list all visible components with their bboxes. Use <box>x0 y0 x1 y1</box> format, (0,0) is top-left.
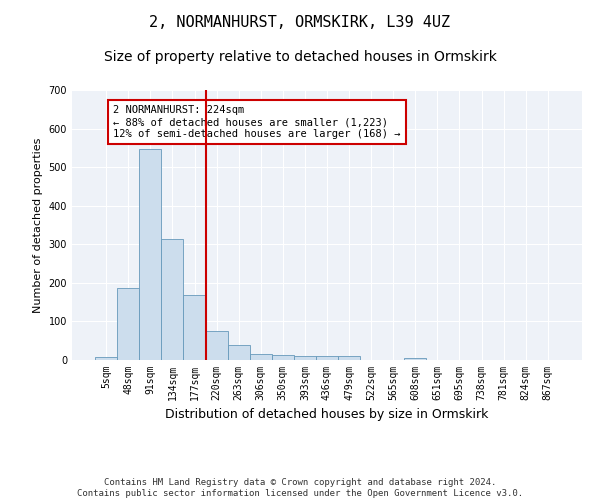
Bar <box>316 356 338 360</box>
Bar <box>338 356 360 360</box>
Bar <box>184 295 206 360</box>
Bar <box>95 357 117 360</box>
Text: Contains HM Land Registry data © Crown copyright and database right 2024.
Contai: Contains HM Land Registry data © Crown c… <box>77 478 523 498</box>
Bar <box>139 149 161 360</box>
Bar <box>117 288 139 360</box>
Bar <box>294 356 316 360</box>
Text: 2, NORMANHURST, ORMSKIRK, L39 4UZ: 2, NORMANHURST, ORMSKIRK, L39 4UZ <box>149 15 451 30</box>
Y-axis label: Number of detached properties: Number of detached properties <box>33 138 43 312</box>
Bar <box>250 354 272 360</box>
Bar <box>161 238 184 360</box>
X-axis label: Distribution of detached houses by size in Ormskirk: Distribution of detached houses by size … <box>166 408 488 422</box>
Text: Size of property relative to detached houses in Ormskirk: Size of property relative to detached ho… <box>104 50 496 64</box>
Bar <box>404 358 427 360</box>
Bar <box>227 346 250 360</box>
Bar <box>206 331 227 360</box>
Bar <box>272 354 294 360</box>
Text: 2 NORMANHURST: 224sqm
← 88% of detached houses are smaller (1,223)
12% of semi-d: 2 NORMANHURST: 224sqm ← 88% of detached … <box>113 106 400 138</box>
